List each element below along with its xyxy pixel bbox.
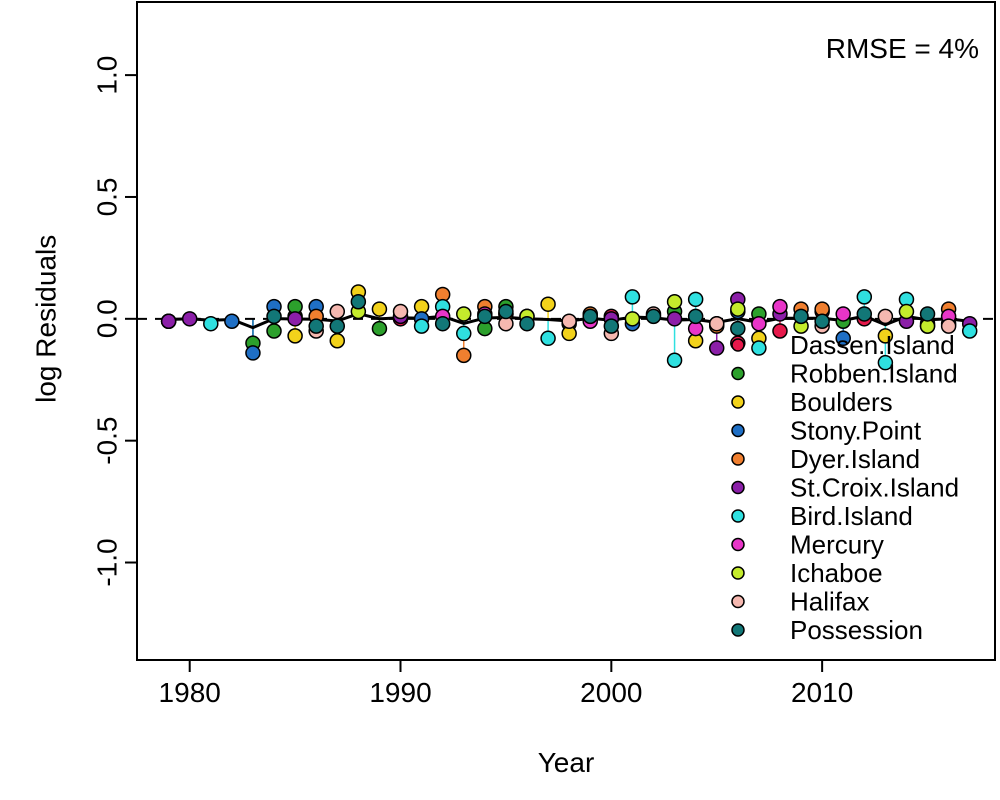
data-point (730, 301, 746, 317)
data-point (329, 332, 346, 349)
data-point (371, 301, 388, 317)
y-tick-label: 0.5 (91, 177, 122, 216)
data-point (477, 308, 493, 325)
legend-marker (731, 566, 745, 580)
legend-marker (731, 395, 745, 409)
data-point (413, 318, 430, 334)
data-point (961, 323, 978, 339)
data-point (266, 323, 282, 339)
data-point (856, 306, 873, 322)
data-point (687, 291, 704, 308)
legend-label: Dassen.Island (790, 330, 955, 360)
data-point (350, 294, 367, 310)
data-point (835, 330, 851, 347)
x-tick-label: 1990 (369, 677, 431, 708)
legend: Dassen.IslandRobben.IslandBouldersStony.… (731, 330, 959, 645)
legend-marker (731, 452, 745, 466)
data-point (793, 308, 809, 325)
data-point (540, 296, 556, 312)
legend-label: Ichaboe (790, 558, 883, 588)
legend-marker (731, 338, 745, 352)
legend-marker (731, 623, 745, 637)
data-point (561, 313, 577, 330)
y-axis-label: log Residuals (30, 235, 61, 403)
legend-marker (731, 423, 745, 438)
legend-label: Stony.Point (790, 416, 922, 446)
data-point (456, 306, 472, 322)
data-point (919, 306, 936, 322)
data-point (708, 340, 725, 356)
data-point (245, 345, 261, 361)
legend-label: Robben.Island (790, 359, 958, 389)
data-point (498, 303, 514, 320)
x-tick-label: 2010 (791, 677, 853, 708)
data-point (666, 311, 683, 327)
data-point (266, 308, 282, 325)
data-point (371, 320, 388, 337)
legend-marker (731, 366, 745, 381)
legend-label: St.Croix.Island (790, 473, 959, 503)
data-point (898, 303, 915, 320)
data-point (751, 340, 767, 356)
y-tick-label: 0.0 (91, 299, 122, 338)
rmse-annotation: RMSE = 4% (826, 33, 979, 64)
legend-marker (731, 509, 745, 523)
data-point (287, 311, 303, 327)
data-point (645, 308, 662, 325)
x-axis: 1980 1990 2000 2010 (159, 659, 853, 708)
legend-marker (731, 480, 745, 495)
data-point (540, 330, 556, 347)
data-point (877, 308, 894, 325)
x-axis-label: Year (538, 747, 595, 778)
data-point (519, 315, 535, 332)
data-point (224, 313, 240, 330)
data-point (287, 328, 303, 344)
data-point (835, 306, 851, 322)
data-point (434, 315, 451, 332)
data-point (856, 289, 873, 305)
data-point (456, 347, 472, 364)
data-point (181, 311, 198, 327)
x-tick-label: 2000 (580, 677, 642, 708)
data-point (666, 352, 683, 368)
data-point (582, 308, 598, 325)
y-tick-label: -1.0 (91, 538, 122, 586)
y-axis: -1.0 -0.5 0.0 0.5 1.0 (91, 56, 138, 587)
data-point (456, 325, 472, 342)
y-tick-label: 1.0 (91, 56, 122, 95)
data-point (687, 308, 704, 325)
data-point (877, 354, 894, 371)
data-point (877, 328, 894, 344)
legend-label: Boulders (790, 387, 893, 417)
y-tick-label: -0.5 (91, 417, 122, 465)
legend-label: Possession (790, 615, 923, 645)
legend-label: Dyer.Island (790, 444, 920, 474)
data-point (772, 298, 788, 315)
data-point (751, 315, 767, 332)
data-point (940, 318, 957, 334)
data-point (603, 318, 620, 334)
data-point (624, 311, 641, 327)
data-point (160, 313, 177, 330)
x-tick-label: 1980 (159, 677, 221, 708)
data-point (329, 303, 346, 320)
legend-label: Mercury (790, 530, 884, 560)
legend-marker (731, 594, 745, 609)
data-point (329, 318, 346, 334)
legend-marker (731, 537, 745, 552)
data-point (392, 303, 409, 320)
legend-label: Halifax (790, 587, 869, 617)
legend-label: Bird.Island (790, 501, 913, 531)
data-point (666, 294, 683, 310)
data-points-layer (160, 284, 978, 371)
data-point (624, 289, 641, 305)
data-point (203, 315, 219, 332)
data-point (814, 313, 830, 330)
data-point (308, 318, 324, 334)
data-point (772, 323, 788, 339)
data-point (708, 315, 725, 332)
data-point (730, 320, 746, 337)
